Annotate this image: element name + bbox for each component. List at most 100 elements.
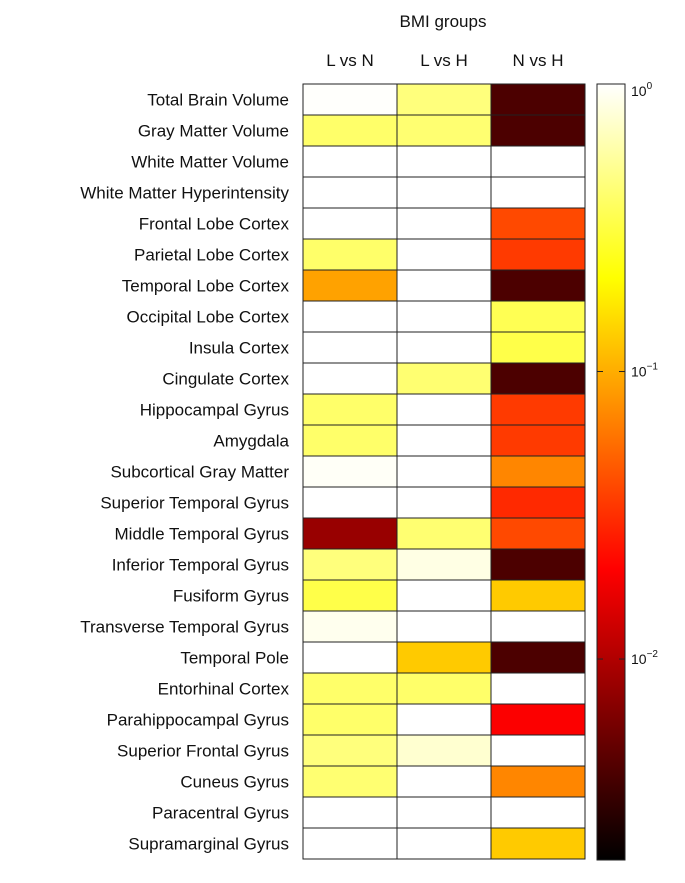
heatmap-cell [490,765,586,798]
heatmap-cell [490,672,586,705]
heatmap-cell [302,703,398,736]
row-label: Parahippocampal Gyrus [107,711,289,730]
heatmap-cell [490,114,586,147]
row-label: White Matter Hyperintensity [80,184,289,203]
heatmap-cells [302,83,586,860]
heatmap-cell [490,548,586,581]
heatmap-cell [302,238,398,271]
heatmap-cell [490,796,586,829]
colorbar-tick-label: 10−2 [631,649,658,667]
heatmap-cell [302,765,398,798]
heatmap-cell [302,610,398,643]
row-label: Temporal Pole [180,649,289,668]
row-label: Paracentral Gyrus [152,804,289,823]
row-label: Superior Frontal Gyrus [117,742,289,761]
heatmap-cell [396,145,492,178]
heatmap-cell [302,548,398,581]
heatmap-cell [490,424,586,457]
row-label: Occipital Lobe Cortex [126,308,289,327]
column-label: L vs H [420,51,468,70]
heatmap-cell [302,641,398,674]
heatmap-cell [302,207,398,240]
row-label: Entorhinal Cortex [158,680,290,699]
heatmap-cell [490,455,586,488]
row-labels: Total Brain Volume Gray Matter Volume Whit… [80,91,289,854]
heatmap-cell [396,703,492,736]
row-label: White Matter Volume [131,153,289,172]
heatmap-cell [302,362,398,395]
heatmap-cell [396,641,492,674]
heatmap-cell [490,176,586,209]
heatmap-cell [396,672,492,705]
heatmap-cell [396,548,492,581]
heatmap-cell [302,579,398,612]
row-label: Cingulate Cortex [162,370,289,389]
heatmap-cell [490,362,586,395]
row-label: Superior Temporal Gyrus [100,494,289,513]
row-label: Temporal Lobe Cortex [122,277,290,296]
heatmap-cell [490,300,586,333]
heatmap-cell [302,796,398,829]
heatmap-cell [302,331,398,364]
heatmap-cell [490,641,586,674]
heatmap-cell [490,238,586,271]
heatmap-cell [490,393,586,426]
heatmap-cell [490,579,586,612]
heatmap-cell [490,827,586,860]
heatmap-cell [302,145,398,178]
heatmap-cell [396,765,492,798]
row-label: Middle Temporal Gyrus [115,525,289,544]
heatmap-cell [302,83,398,116]
heatmap-cell [490,145,586,178]
heatmap-cell [490,269,586,302]
heatmap-cell [396,176,492,209]
heatmap-cell [302,424,398,457]
chart-title: BMI groups [400,12,487,31]
heatmap-cell [396,269,492,302]
heatmap-cell [302,734,398,767]
colorbar-tick-label: 10−1 [631,362,658,380]
heatmap-cell [302,176,398,209]
colorbar-gradient [596,83,626,861]
colorbar: 100 10−1 10−2 [596,81,658,861]
heatmap-cell [490,517,586,550]
heatmap-cell [302,517,398,550]
heatmap-cell [396,517,492,550]
row-label: Gray Matter Volume [138,122,289,141]
row-label: Inferior Temporal Gyrus [112,556,289,575]
heatmap-cell [396,114,492,147]
column-label: L vs N [326,51,374,70]
heatmap-cell [396,362,492,395]
heatmap-cell [490,734,586,767]
row-label: Parietal Lobe Cortex [134,246,289,265]
heatmap-cell [302,672,398,705]
row-label: Frontal Lobe Cortex [139,215,290,234]
heatmap-cell [490,83,586,116]
row-label: Fusiform Gyrus [173,587,289,606]
colorbar-tick-label: 100 [631,81,653,99]
heatmap-cell [490,486,586,519]
heatmap-cell [302,393,398,426]
row-label: Hippocampal Gyrus [140,401,289,420]
heatmap-cell [302,455,398,488]
heatmap-cell [396,796,492,829]
row-label: Subcortical Gray Matter [110,463,289,482]
row-label: Amygdala [213,432,289,451]
column-label: N vs H [513,51,564,70]
heatmap-cell [490,207,586,240]
heatmap-cell [396,83,492,116]
heatmap-cell [396,579,492,612]
column-labels: L vs N L vs H N vs H [326,51,563,70]
heatmap-cell [396,610,492,643]
heatmap-cell [396,393,492,426]
heatmap-cell [396,300,492,333]
heatmap-cell [302,300,398,333]
heatmap-cell [396,734,492,767]
row-label: Transverse Temporal Gyrus [80,618,289,637]
heatmap-cell [396,331,492,364]
row-label: Cuneus Gyrus [180,773,289,792]
heatmap-cell [490,610,586,643]
heatmap-cell [396,455,492,488]
